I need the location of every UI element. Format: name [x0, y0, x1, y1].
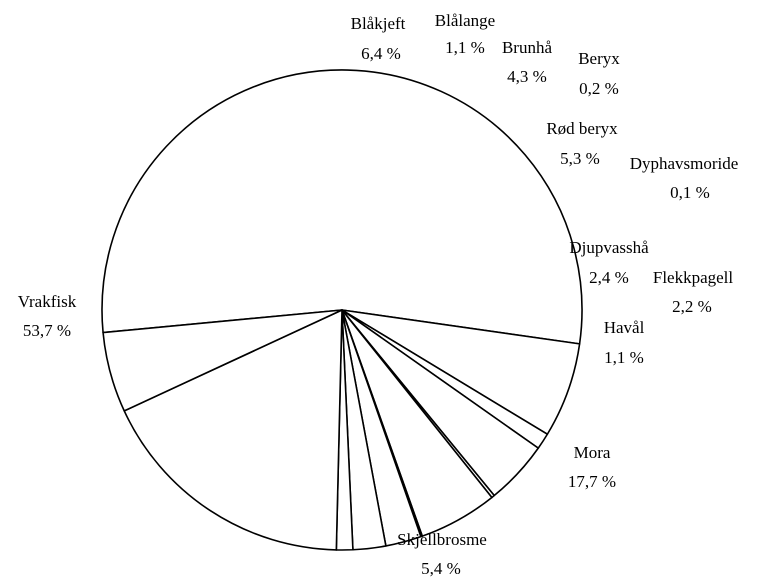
pie-slice-skjellbrosme	[102, 309, 343, 412]
slice-label-mora: Mora	[574, 443, 611, 462]
slice-value-flekkpagell: 2,2 %	[672, 297, 712, 316]
slice-value-beryx: 0,2 %	[579, 79, 619, 98]
slice-label-beryx: Beryx	[578, 49, 620, 68]
slice-value-vrakfisk: 53,7 %	[23, 321, 71, 340]
slice-label-blakjeft: Blåkjeft	[351, 14, 406, 33]
pie-labels: Vrakfisk 53,7 % Blåkjeft 6,4 % Blålange …	[18, 11, 739, 578]
slice-value-mora: 17,7 %	[568, 472, 616, 491]
slice-label-blalange: Blålange	[435, 11, 495, 30]
slice-value-brunha: 4,3 %	[507, 67, 547, 86]
slice-value-blakjeft: 6,4 %	[361, 44, 401, 63]
slice-label-djupvassha: Djupvasshå	[569, 238, 649, 257]
slice-label-flekkpagell: Flekkpagell	[653, 268, 734, 287]
slice-label-rod-beryx: Rød beryx	[546, 119, 618, 138]
pie-slice-vrakfisk	[101, 69, 583, 345]
slice-value-skjellbrosme: 5,4 %	[421, 559, 461, 578]
slice-value-rod-beryx: 5,3 %	[560, 149, 600, 168]
pie-slices	[101, 69, 583, 551]
slice-label-brunha: Brunhå	[502, 38, 553, 57]
slice-label-skjellbrosme: Skjellbrosme	[397, 530, 487, 549]
slice-label-vrakfisk: Vrakfisk	[18, 292, 77, 311]
slice-label-dyphavsmoride: Dyphavsmoride	[630, 154, 739, 173]
slice-value-djupvassha: 2,4 %	[589, 268, 629, 287]
pie-slice-mora	[123, 309, 343, 551]
slice-label-haval: Havål	[604, 318, 645, 337]
slice-value-blalange: 1,1 %	[445, 38, 485, 57]
slice-value-haval: 1,1 %	[604, 348, 644, 367]
slice-value-dyphavsmoride: 0,1 %	[670, 183, 710, 202]
